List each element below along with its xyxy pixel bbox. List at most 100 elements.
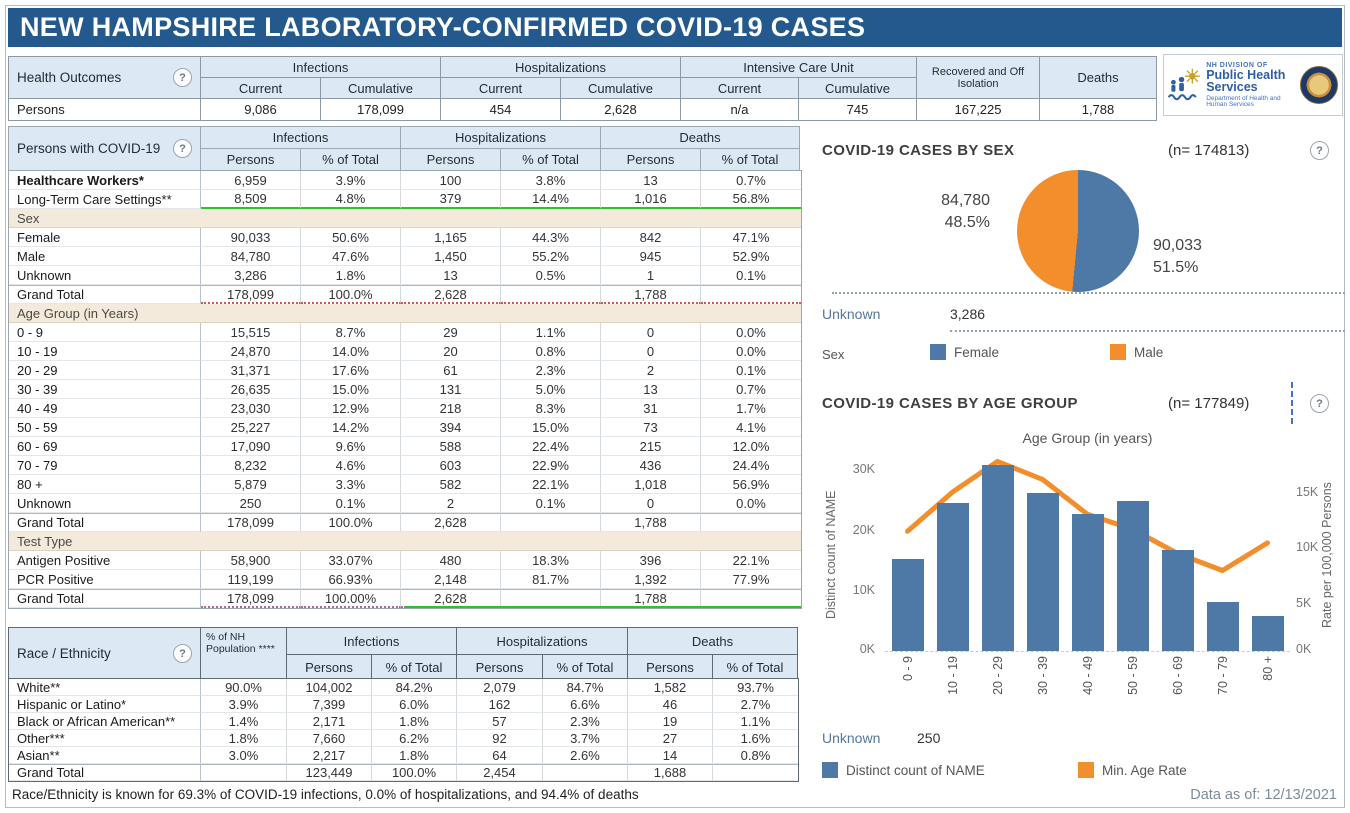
row-label: Sex: [9, 209, 201, 228]
table-row[interactable]: Asian** 3.0% 2,217 1.8% 64 2.6% 14 0.8%: [9, 747, 798, 764]
cell: [701, 513, 801, 532]
table-row[interactable]: 60 - 69 17,090 9.6% 588 22.4% 215 12.0%: [9, 437, 801, 456]
legend-item-line[interactable]: Min. Age Rate: [1078, 762, 1187, 778]
x-tick-label: 80 +: [1260, 656, 1275, 681]
table-row[interactable]: Age Group (in Years): [9, 304, 801, 323]
cell: 0.0%: [701, 323, 801, 342]
cell: 1.7%: [701, 399, 801, 418]
table-row[interactable]: 10 - 19 24,870 14.0% 20 0.8% 0 0.0%: [9, 342, 801, 361]
y-tick-right: 0K: [1296, 642, 1312, 656]
table-row[interactable]: Female 90,033 50.6% 1,165 44.3% 842 47.1…: [9, 228, 801, 247]
bar-80+[interactable]: [1251, 616, 1284, 651]
cell: 396: [601, 551, 701, 570]
cell: 8.3%: [501, 399, 601, 418]
cell: 23,030: [201, 399, 301, 418]
table-row[interactable]: Black or African American** 1.4% 2,171 1…: [9, 713, 798, 730]
table-row[interactable]: 50 - 59 25,227 14.2% 394 15.0% 73 4.1%: [9, 418, 801, 437]
cell: [501, 532, 601, 551]
bar-50-59[interactable]: [1116, 501, 1149, 651]
cell: 178,099: [201, 285, 301, 304]
cell: 7,660: [287, 730, 372, 747]
bar-30-39[interactable]: [1026, 492, 1059, 651]
sex-unknown-value: 3,286: [950, 306, 986, 322]
help-icon[interactable]: ?: [1310, 141, 1329, 160]
help-icon[interactable]: ?: [173, 139, 192, 158]
table-row[interactable]: 30 - 39 26,635 15.0% 131 5.0% 13 0.7%: [9, 380, 801, 399]
table-row[interactable]: White** 90.0% 104,002 84.2% 2,079 84.7% …: [9, 679, 798, 696]
table-row[interactable]: Antigen Positive 58,900 33.07% 480 18.3%…: [9, 551, 801, 570]
table-row[interactable]: Male 84,780 47.6% 1,450 55.2% 945 52.9%: [9, 247, 801, 266]
bar-60-69[interactable]: [1161, 549, 1194, 651]
table-row[interactable]: Unknown 3,286 1.8% 13 0.5% 1 0.1%: [9, 266, 801, 285]
table-row[interactable]: Grand Total 123,449 100.0% 2,454 1,688: [9, 764, 798, 781]
y-tick-left: 10K: [852, 583, 875, 597]
cell: 15.0%: [501, 418, 601, 437]
cell: 0: [601, 494, 701, 513]
row-label: 0 - 9: [9, 323, 201, 342]
cell: 100: [401, 171, 501, 190]
table-row[interactable]: 80 + 5,879 3.3% 582 22.1% 1,018 56.9%: [9, 475, 801, 494]
y-tick-right: 5K: [1296, 596, 1312, 610]
cell: 436: [601, 456, 701, 475]
right-panel: COVID-19 CASES BY SEX (n= 174813) ? 84,7…: [810, 130, 1345, 808]
bar-40-49[interactable]: [1071, 514, 1104, 651]
cell: 90.0%: [201, 679, 287, 696]
bar-70-79[interactable]: [1206, 602, 1239, 651]
sub-header: % of Total: [372, 655, 456, 679]
cell: 945: [601, 247, 701, 266]
cell: 162: [457, 696, 543, 713]
sex-pie-chart[interactable]: [1017, 170, 1139, 292]
cell: 3.9%: [201, 696, 287, 713]
age-x-labels: 0 - 9 10 - 19 20 - 29 30 - 39 40 - 49 50 - 59…: [885, 656, 1290, 720]
help-icon[interactable]: ?: [173, 68, 192, 87]
legend-item-female[interactable]: Female: [930, 344, 999, 360]
cell: [301, 209, 401, 228]
legend-item-bars[interactable]: Distinct count of NAME: [822, 762, 985, 778]
help-icon[interactable]: ?: [1310, 394, 1329, 413]
help-icon[interactable]: ?: [173, 644, 192, 663]
table-row[interactable]: 0 - 9 15,515 8.7% 29 1.1% 0 0.0%: [9, 323, 801, 342]
cell: 22.1%: [501, 475, 601, 494]
table-row[interactable]: 40 - 49 23,030 12.9% 218 8.3% 31 1.7%: [9, 399, 801, 418]
row-label: Age Group (in Years): [9, 304, 201, 323]
age-chart-n-label: (n= 177849): [1168, 395, 1250, 412]
table-row[interactable]: Other*** 1.8% 7,660 6.2% 92 3.7% 27 1.6%: [9, 730, 798, 747]
bar-10-19[interactable]: [936, 503, 969, 651]
group-header-infections: Infections: [287, 628, 456, 654]
cell: 582: [401, 475, 501, 494]
male-swatch-icon: [1110, 344, 1126, 360]
line-swatch-icon: [1078, 762, 1094, 778]
legend-item-male[interactable]: Male: [1110, 344, 1163, 360]
cell: 218: [401, 399, 501, 418]
sub-header: % of Total: [713, 655, 797, 679]
cell: 17,090: [201, 437, 301, 456]
cell: 100.0%: [301, 513, 401, 532]
row-label: 40 - 49: [9, 399, 201, 418]
bar-20-29[interactable]: [981, 464, 1014, 651]
table-row[interactable]: 70 - 79 8,232 4.6% 603 22.9% 436 24.4%: [9, 456, 801, 475]
cell: 47.6%: [301, 247, 401, 266]
cell: 1,016: [601, 190, 701, 209]
table-row[interactable]: Grand Total 178,099 100.0% 2,628 1,788: [9, 285, 801, 304]
table-row[interactable]: Unknown 250 0.1% 2 0.1% 0 0.0%: [9, 494, 801, 513]
age-axis-title-top: Age Group (in years): [1022, 430, 1153, 446]
table-row[interactable]: 20 - 29 31,371 17.6% 61 2.3% 2 0.1%: [9, 361, 801, 380]
table-row[interactable]: Healthcare Workers* 6,959 3.9% 100 3.8% …: [9, 171, 801, 190]
table-row[interactable]: Hispanic or Latino* 3.9% 7,399 6.0% 162 …: [9, 696, 798, 713]
table-row[interactable]: Sex: [9, 209, 801, 228]
cell: 2,454: [457, 764, 543, 781]
cell: 1.8%: [301, 266, 401, 285]
cell: 6.0%: [372, 696, 457, 713]
table-row[interactable]: Grand Total 178,099 100.0% 2,628 1,788: [9, 513, 801, 532]
table-row[interactable]: Grand Total 178,099 100.00% 2,628 1,788: [9, 589, 801, 608]
table-row[interactable]: Long-Term Care Settings** 8,509 4.8% 379…: [9, 190, 801, 209]
row-label: Female: [9, 228, 201, 247]
cell: 3.8%: [501, 171, 601, 190]
bar-0-9[interactable]: [891, 558, 924, 651]
cell: 14.4%: [501, 190, 601, 209]
x-tick-label: 0 - 9: [900, 656, 915, 682]
table-row[interactable]: PCR Positive 119,199 66.93% 2,148 81.7% …: [9, 570, 801, 589]
cell: 14.2%: [301, 418, 401, 437]
table-row[interactable]: Test Type: [9, 532, 801, 551]
sub-header: Persons: [628, 655, 712, 679]
